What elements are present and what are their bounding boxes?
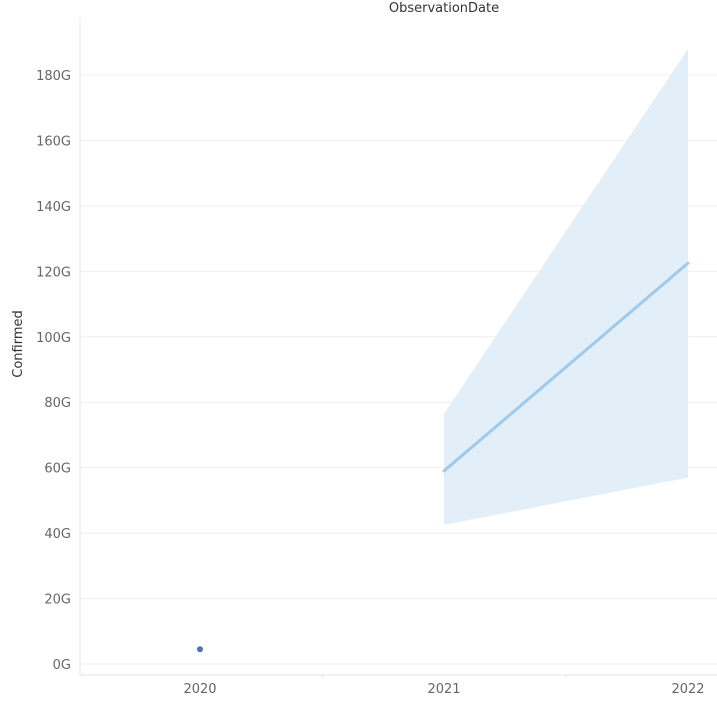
y-tick-label: 80G: [44, 396, 71, 411]
y-axis-label: Confirmed: [11, 310, 26, 378]
x-tick-label: 2020: [183, 682, 216, 697]
series-layer: [197, 261, 690, 653]
y-tick-label: 180G: [36, 69, 71, 84]
forecast-band: [444, 48, 688, 525]
forecast-band-layer: [444, 48, 688, 525]
x-tick-labels: 2020 2021 2022: [183, 682, 704, 697]
y-tick-label: 20G: [44, 593, 71, 608]
axes: [79, 18, 717, 678]
x-tick-label: 2021: [427, 682, 460, 697]
y-tick-label: 140G: [36, 200, 71, 215]
data-point[interactable]: [197, 646, 203, 653]
y-tick-label: 120G: [36, 265, 71, 280]
chart-title: ObservationDate: [389, 1, 499, 16]
y-tick-label: 40G: [44, 527, 71, 542]
y-tick-label: 60G: [44, 462, 71, 477]
y-tick-label: 100G: [36, 331, 71, 346]
x-tick-label: 2022: [671, 682, 704, 697]
trend-line[interactable]: [442, 261, 690, 473]
y-tick-label: 160G: [36, 134, 71, 149]
gridlines: [80, 74, 717, 665]
y-tick-labels: 0G 20G 40G 60G 80G 100G 120G 140G 160G 180G: [36, 69, 71, 673]
y-tick-label: 0G: [53, 658, 71, 673]
